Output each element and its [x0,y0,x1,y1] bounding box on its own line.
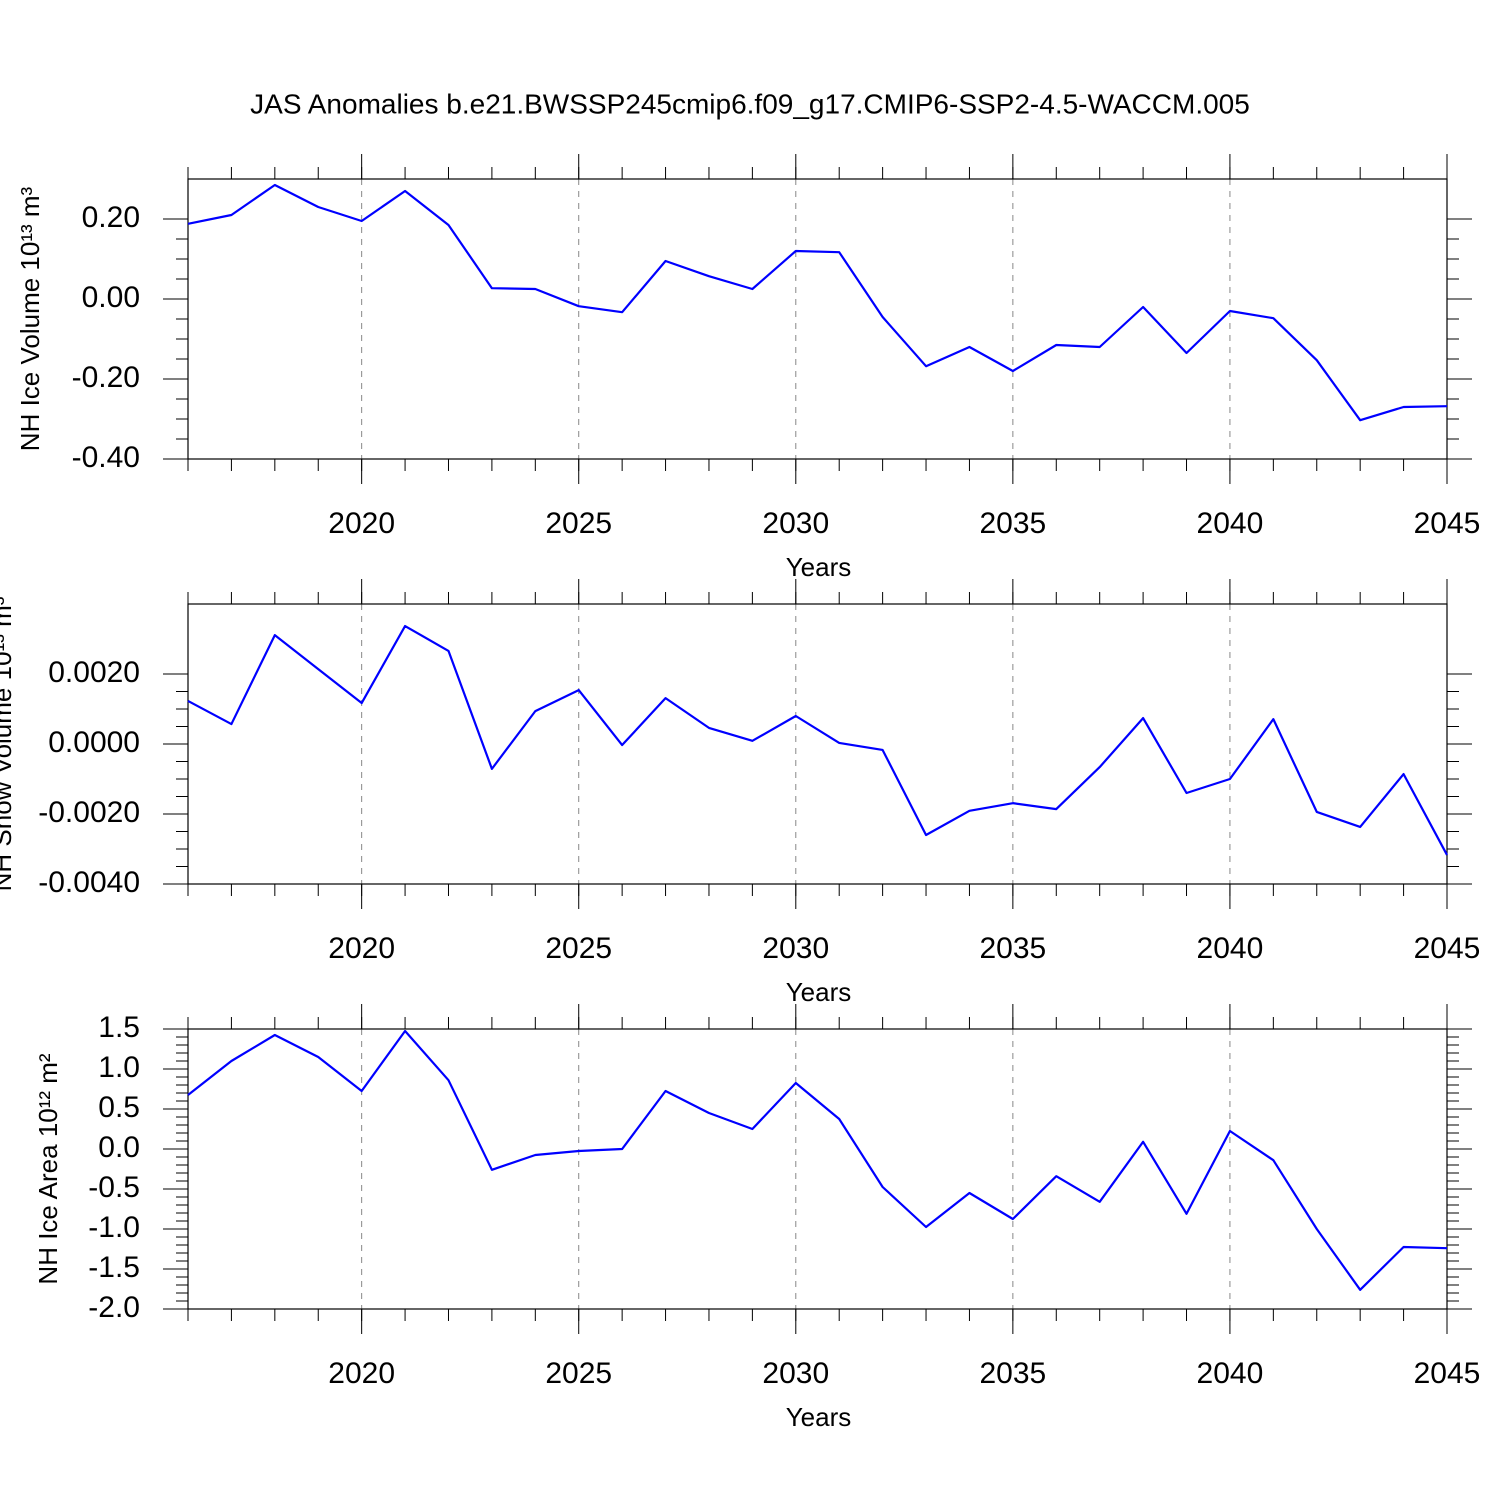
x-tick-label: 2035 [979,1357,1046,1390]
x-axis-label: Years [786,1402,852,1432]
y-tick-label: 1.5 [98,1011,140,1044]
y-tick-label: 0.20 [82,201,140,234]
y-axis-label: NH Snow Volume 10¹³ m³ [0,596,17,891]
x-tick-label: 2040 [1197,1357,1264,1390]
x-tick-label: 2030 [762,507,829,540]
x-tick-label: 2040 [1197,507,1264,540]
y-tick-label: -1.0 [88,1211,140,1244]
y-axis-label: NH Ice Area 10¹² m² [33,1053,63,1285]
x-tick-label: 2025 [545,1357,612,1390]
x-tick-label: 2025 [545,932,612,965]
x-axis-label: Years [786,552,852,582]
x-tick-label: 2020 [328,932,395,965]
x-tick-label: 2020 [328,1357,395,1390]
x-tick-label: 2030 [762,1357,829,1390]
y-tick-label: -0.5 [88,1171,140,1204]
x-tick-label: 2035 [979,507,1046,540]
chart-title: JAS Anomalies b.e21.BWSSP245cmip6.f09_g1… [250,88,1250,119]
y-axis-label: NH Ice Volume 10¹³ m³ [15,186,45,451]
y-tick-label: 0.5 [98,1091,140,1124]
y-tick-label: 0.0 [98,1131,140,1164]
plot-frame [187,1028,1448,1310]
y-tick-label: -0.20 [72,361,140,394]
y-tick-label: -2.0 [88,1291,140,1324]
y-tick-label: 0.00 [82,281,140,314]
x-tick-label: 2040 [1197,932,1264,965]
x-tick-label: 2045 [1414,507,1481,540]
data-line [187,624,1448,856]
plot-frame [187,603,1448,885]
x-axis-label: Years [786,977,852,1007]
y-tick-label: 0.0020 [48,656,140,689]
y-tick-label: -0.40 [72,441,140,474]
plot-frame [187,178,1448,460]
y-tick-label: -0.0020 [38,796,140,829]
y-tick-label: -1.5 [88,1251,140,1284]
x-tick-label: 2045 [1414,932,1481,965]
data-line [187,183,1448,422]
x-tick-label: 2045 [1414,1357,1481,1390]
x-tick-label: 2035 [979,932,1046,965]
x-tick-label: 2030 [762,932,829,965]
y-tick-label: -0.0040 [38,866,140,899]
x-tick-label: 2025 [545,507,612,540]
y-tick-label: 1.0 [98,1051,140,1084]
data-line [187,1029,1448,1291]
y-tick-label: 0.0000 [48,726,140,759]
x-tick-label: 2020 [328,507,395,540]
